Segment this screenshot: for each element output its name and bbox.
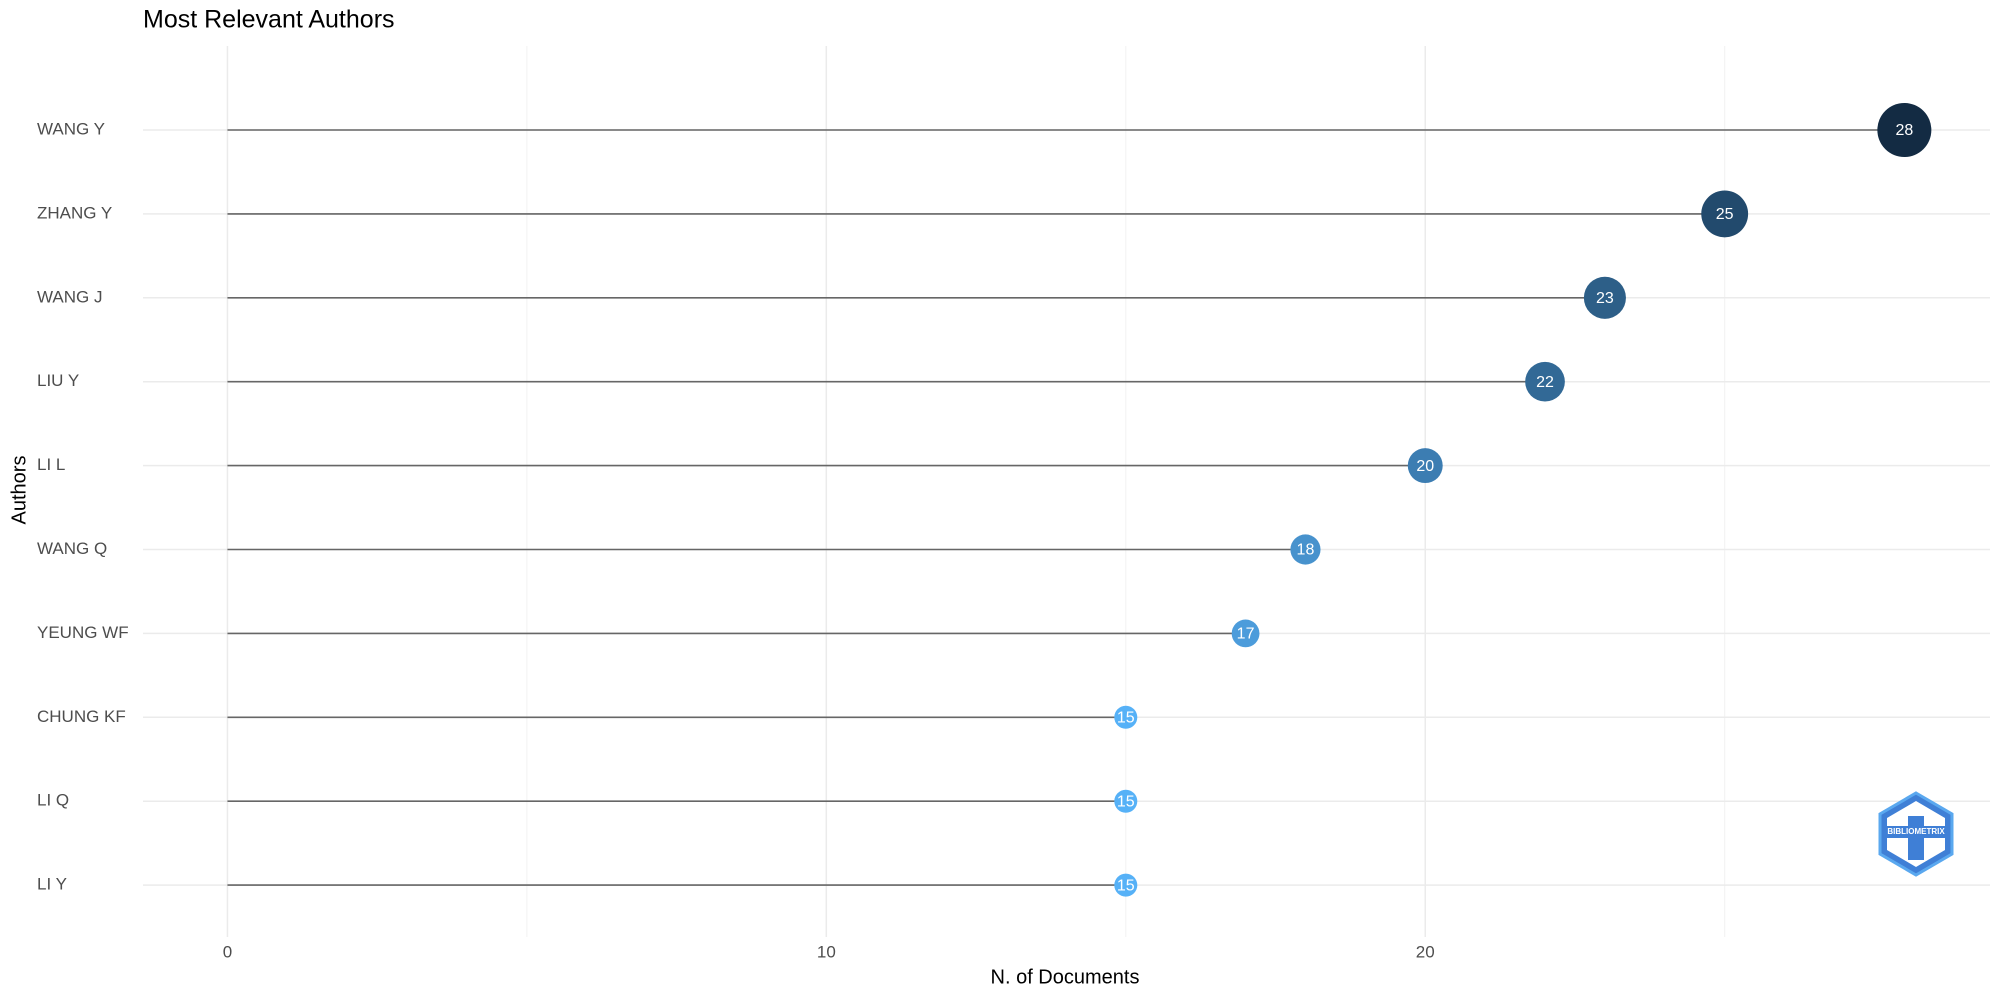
logo: BIBLIOMETRIX — [1878, 791, 1954, 877]
dot — [1290, 534, 1321, 565]
y-tick-label: LIU Y — [37, 371, 79, 390]
value-label: 15 — [1117, 793, 1135, 810]
x-tick-label: 20 — [1416, 942, 1435, 961]
dot — [1583, 276, 1626, 319]
y-tick-label: LI Q — [37, 791, 69, 810]
y-tick-label: LI Y — [37, 875, 67, 894]
value-label: 15 — [1117, 877, 1135, 894]
dot — [1114, 705, 1138, 729]
y-axis-title: Authors — [8, 456, 30, 525]
x-axis-title: N. of Documents — [991, 966, 1140, 988]
y-tick-label: CHUNG KF — [37, 707, 126, 726]
dot — [1701, 190, 1749, 238]
value-label: 15 — [1117, 710, 1135, 727]
dot — [1114, 789, 1138, 813]
value-label: 17 — [1237, 626, 1255, 643]
value-label: 18 — [1297, 542, 1315, 559]
y-tick-label: LI L — [37, 455, 65, 474]
dot — [1114, 873, 1138, 897]
logo-text: BIBLIOMETRIX — [1887, 827, 1945, 836]
y-tick-label: YEUNG WF — [37, 623, 129, 642]
y-tick-label: WANG Q — [37, 539, 107, 558]
y-tick-label: WANG J — [37, 287, 102, 306]
value-label: 20 — [1416, 458, 1434, 475]
dot — [1877, 103, 1932, 157]
value-label: 22 — [1536, 374, 1554, 391]
x-tick-label: 10 — [817, 942, 836, 961]
logo-band — [1884, 826, 1948, 838]
value-label: 25 — [1716, 206, 1734, 223]
y-tick-label: ZHANG Y — [37, 203, 112, 222]
y-tick-label: WANG Y — [37, 119, 105, 138]
chart-title: Most Relevant Authors — [143, 6, 395, 34]
dot — [1525, 361, 1565, 402]
value-label: 23 — [1596, 290, 1614, 307]
dot — [1407, 448, 1443, 484]
x-tick-label: 0 — [223, 942, 232, 961]
dot — [1231, 619, 1260, 648]
value-label: 28 — [1895, 122, 1913, 139]
